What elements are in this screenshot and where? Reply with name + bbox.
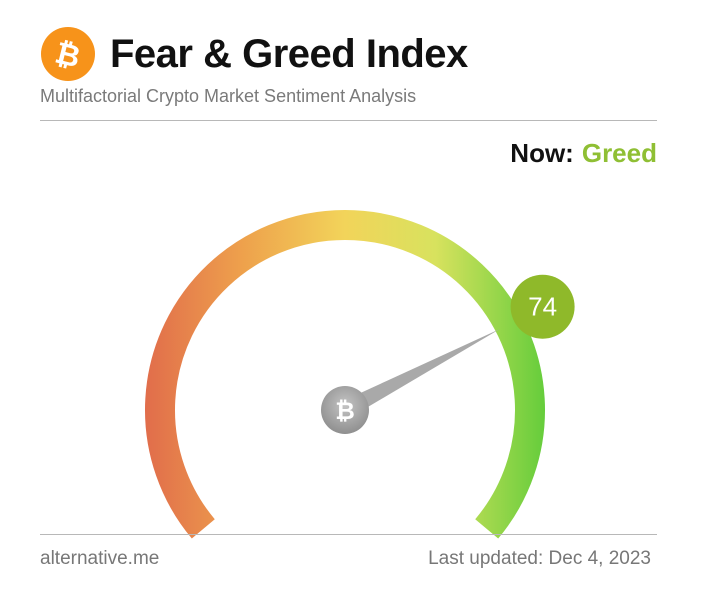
- score-value: 74: [528, 292, 557, 322]
- page-title: Fear & Greed Index: [110, 32, 468, 76]
- bitcoin-icon: ₿: [335, 397, 355, 425]
- now-label: Now:: [510, 138, 574, 168]
- score-badge: [510, 274, 575, 339]
- header: ₿ Fear & Greed Index: [40, 26, 660, 86]
- gauge-arc: [145, 210, 545, 539]
- bitcoin-icon: ₿: [41, 27, 95, 81]
- header-divider: [40, 120, 657, 121]
- gauge-needle: [340, 328, 501, 418]
- source-link[interactable]: alternative.me: [40, 548, 160, 569]
- current-sentiment: Now: Greed: [510, 138, 657, 169]
- footer-divider: [40, 534, 657, 535]
- gauge-hub: [321, 386, 369, 434]
- last-updated: Last updated: Dec 4, 2023: [428, 548, 651, 569]
- page-subtitle: Multifactorial Crypto Market Sentiment A…: [40, 86, 417, 106]
- now-value: Greed: [581, 138, 657, 168]
